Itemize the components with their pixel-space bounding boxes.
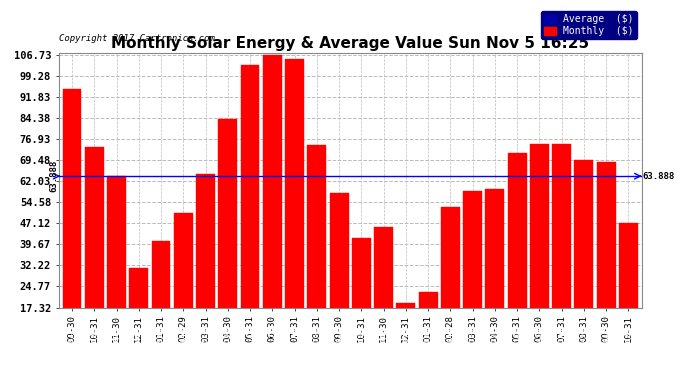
Text: 103.188: 103.188: [247, 323, 253, 354]
Bar: [396, 303, 415, 356]
Bar: [508, 153, 526, 356]
Text: 47.129: 47.129: [625, 327, 631, 354]
Bar: [352, 237, 371, 356]
Bar: [374, 227, 393, 356]
Text: 68.881: 68.881: [603, 327, 609, 354]
Bar: [597, 162, 615, 356]
Bar: [574, 160, 593, 356]
Text: 69.490: 69.490: [581, 327, 586, 354]
Text: 84.163: 84.163: [225, 327, 230, 354]
Text: 105.469: 105.469: [292, 323, 297, 354]
Bar: [441, 207, 460, 356]
Bar: [307, 146, 326, 356]
Bar: [152, 241, 170, 356]
Text: 40.933: 40.933: [158, 327, 164, 354]
Bar: [263, 56, 282, 356]
Text: 19.075: 19.075: [403, 327, 408, 354]
Text: 57.834: 57.834: [336, 327, 342, 354]
Bar: [619, 224, 638, 356]
Text: 31.442: 31.442: [136, 327, 141, 354]
Text: 74.769: 74.769: [314, 327, 319, 354]
Bar: [129, 268, 148, 356]
Text: 50.649: 50.649: [180, 327, 186, 354]
Text: 63.888: 63.888: [643, 172, 675, 181]
Bar: [174, 213, 193, 356]
Text: 94.941: 94.941: [69, 327, 75, 354]
Text: 75.456: 75.456: [536, 327, 542, 354]
Text: 42.118: 42.118: [358, 327, 364, 354]
Bar: [63, 88, 81, 356]
Bar: [85, 147, 104, 356]
Text: 63.823: 63.823: [114, 327, 119, 354]
Bar: [218, 119, 237, 356]
Text: 106.731: 106.731: [269, 323, 275, 354]
Text: 59.222: 59.222: [492, 327, 497, 354]
Text: 63.888: 63.888: [49, 160, 58, 192]
Bar: [196, 174, 215, 356]
Title: Monthly Solar Energy & Average Value Sun Nov 5 16:25: Monthly Solar Energy & Average Value Sun…: [111, 36, 589, 51]
Text: 72.154: 72.154: [514, 327, 520, 354]
Bar: [107, 176, 126, 356]
Text: 45.716: 45.716: [381, 327, 386, 354]
Bar: [241, 65, 259, 356]
Bar: [285, 59, 304, 356]
Bar: [330, 193, 348, 356]
Bar: [463, 190, 482, 356]
Text: 22.805: 22.805: [425, 327, 431, 354]
Text: 58.776: 58.776: [470, 327, 475, 354]
Bar: [552, 144, 571, 356]
Bar: [419, 292, 437, 356]
Text: 74.127: 74.127: [91, 327, 97, 354]
Text: 75.146: 75.146: [559, 327, 564, 354]
Text: 64.515: 64.515: [203, 327, 208, 354]
Bar: [530, 144, 549, 356]
Text: Copyright 2017 Cartronics.com: Copyright 2017 Cartronics.com: [59, 34, 215, 43]
Bar: [485, 189, 504, 356]
Text: 52.846: 52.846: [447, 327, 453, 354]
Legend: Average  ($), Monthly  ($): Average ($), Monthly ($): [541, 12, 637, 39]
